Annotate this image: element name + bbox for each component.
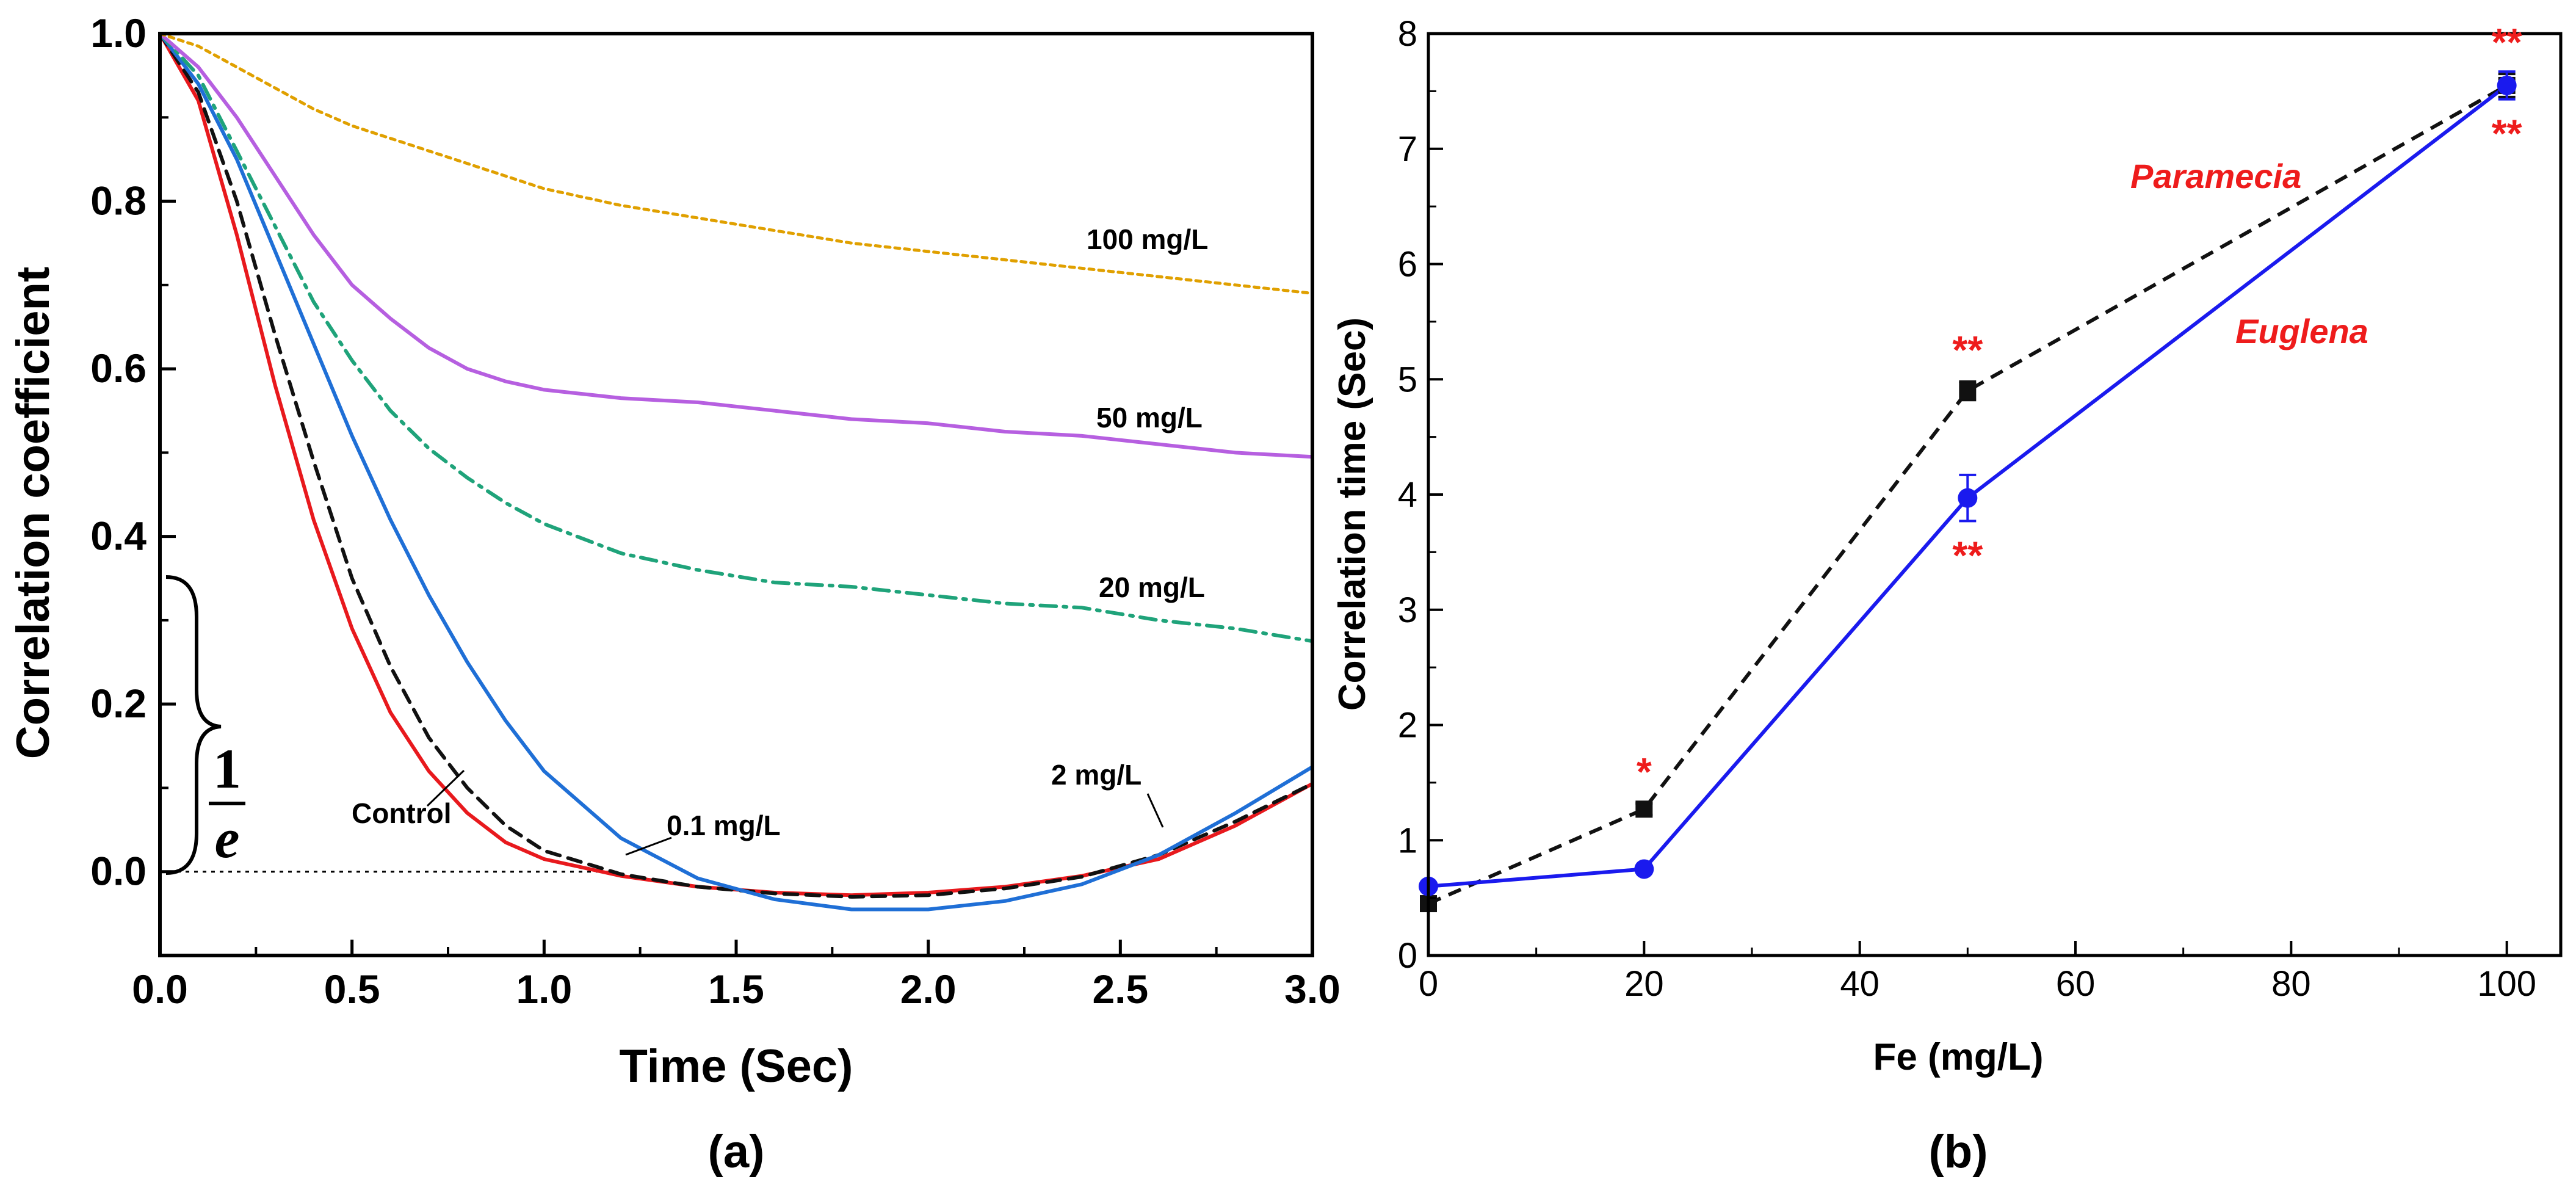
significance-mark: ** bbox=[2492, 112, 2522, 156]
panel-a-series bbox=[158, 32, 1314, 912]
label-euglena: Euglena bbox=[2235, 312, 2368, 350]
x-tick-label: 80 bbox=[2271, 964, 2311, 1004]
y-tick-label: 0.6 bbox=[90, 346, 147, 391]
x-tick-label: 2.5 bbox=[1092, 966, 1148, 1012]
data-point-euglena bbox=[2497, 75, 2517, 95]
label-100-mg: 100 mg/L bbox=[1087, 223, 1208, 255]
label-paramecia: Paramecia bbox=[2130, 157, 2301, 195]
data-point-euglena bbox=[1634, 859, 1654, 879]
leader-control bbox=[426, 769, 465, 807]
x-tick-label: 20 bbox=[1624, 964, 1664, 1004]
series-line-5 bbox=[158, 32, 1314, 295]
x-tick-label: 3.0 bbox=[1284, 966, 1340, 1012]
x-tick-label: 2.0 bbox=[900, 966, 957, 1012]
label-50-mg: 50 mg/L bbox=[1096, 402, 1203, 433]
x-tick-label: 0 bbox=[1419, 964, 1438, 1004]
y-tick-label: 0.0 bbox=[90, 849, 147, 894]
series-line-2 bbox=[158, 32, 1314, 912]
series-line-paramecia bbox=[1427, 84, 2508, 905]
panel-b-significance-marks: ********* bbox=[1637, 20, 2522, 794]
one-over-e-denominator: e bbox=[215, 807, 240, 869]
x-tick-label: 0.0 bbox=[132, 966, 188, 1012]
label-control: Control bbox=[352, 797, 452, 829]
label-20-mg: 20 mg/L bbox=[1099, 571, 1205, 603]
data-point-euglena bbox=[1958, 488, 1978, 508]
panel-a-y-axis-label: Correlation coefficient bbox=[7, 267, 59, 760]
one-over-e-brace bbox=[165, 575, 222, 875]
panel-a: 0.0 0.5 1.0 1.5 2.0 2.5 3.00.00.20.40.60.81.0 … bbox=[7, 10, 1340, 1178]
series-line-1 bbox=[158, 32, 1314, 899]
data-point-paramecia bbox=[1635, 800, 1653, 818]
y-tick-label: 1 bbox=[1398, 821, 1417, 860]
leader-2-mg bbox=[1146, 793, 1164, 828]
significance-mark: ** bbox=[1952, 328, 1983, 372]
data-point-paramecia bbox=[1959, 382, 1977, 400]
panel-b-ticks: 0 20 40 60 80 100 0 1 2 3 4 5 6 7 8 bbox=[1398, 14, 2536, 1004]
y-tick-label: 0 bbox=[1398, 936, 1417, 976]
x-tick-label: 40 bbox=[1840, 964, 1880, 1004]
significance-mark: ** bbox=[2492, 20, 2522, 64]
one-over-e-numerator: 1 bbox=[213, 738, 241, 800]
y-tick-label: 0.2 bbox=[90, 681, 147, 726]
series-line-4 bbox=[158, 32, 1314, 459]
panel-b-x-axis-label: Fe (mg/L) bbox=[1873, 1036, 2044, 1078]
series-line-euglena bbox=[1428, 84, 2508, 888]
panel-b-y-axis-label: Correlation time (Sec) bbox=[1331, 317, 1373, 711]
y-tick-label: 1.0 bbox=[90, 10, 147, 56]
panel-b-series bbox=[1419, 70, 2517, 913]
x-tick-label: 1.5 bbox=[708, 966, 764, 1012]
x-tick-label: 60 bbox=[2056, 964, 2096, 1004]
series-line-3 bbox=[158, 32, 1314, 644]
y-tick-label: 4 bbox=[1398, 475, 1417, 515]
y-tick-label: 8 bbox=[1398, 14, 1417, 54]
x-tick-label: 0.5 bbox=[324, 966, 380, 1012]
panel-b-label: (b) bbox=[1928, 1126, 1988, 1178]
y-tick-label: 0.4 bbox=[90, 513, 147, 559]
label-2-mg: 2 mg/L bbox=[1051, 759, 1141, 791]
label-0-1-mg: 0.1 mg/L bbox=[667, 810, 781, 841]
significance-mark: * bbox=[1637, 750, 1652, 794]
y-tick-label: 7 bbox=[1398, 129, 1417, 169]
panel-a-ticks: 0.0 0.5 1.0 1.5 2.0 2.5 3.0 0.0 0.2 0.4 0.6 0.8 1.0 bbox=[90, 10, 1340, 1012]
y-tick-label: 5 bbox=[1398, 360, 1417, 399]
y-tick-label: 3 bbox=[1398, 590, 1417, 630]
x-tick-label: 100 bbox=[2477, 964, 2536, 1004]
panel-a-label: (a) bbox=[708, 1126, 765, 1178]
y-tick-label: 2 bbox=[1398, 706, 1417, 745]
panel-a-x-axis-label: Time (Sec) bbox=[620, 1040, 853, 1092]
y-tick-label: 0.8 bbox=[90, 178, 147, 223]
y-tick-label: 6 bbox=[1398, 245, 1417, 285]
x-tick-label: 1.0 bbox=[516, 966, 572, 1012]
leader-0-1-mg bbox=[625, 836, 672, 856]
significance-mark: ** bbox=[1952, 533, 1983, 577]
